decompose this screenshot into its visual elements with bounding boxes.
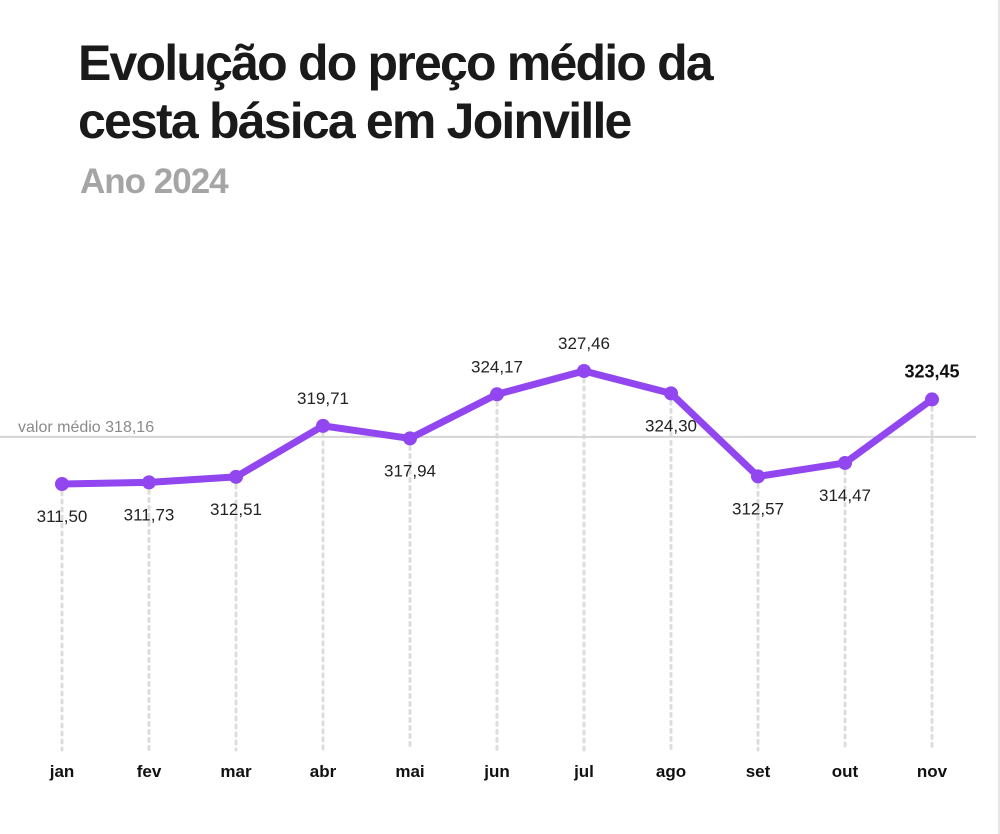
data-label-jan: 311,50 — [37, 507, 88, 526]
reference-label: valor médio 318,16 — [18, 419, 154, 436]
data-point-jul — [577, 364, 591, 378]
data-label-mar: 312,51 — [210, 500, 262, 519]
reference-line-group: valor médio 318,16 — [0, 419, 976, 438]
x-tick-ago: ago — [656, 762, 686, 781]
x-tick-fev: fev — [137, 762, 162, 781]
data-label-abr: 319,71 — [297, 389, 349, 408]
data-label-set: 312,57 — [732, 499, 784, 518]
data-point-abr — [316, 418, 330, 433]
data-point-mar — [229, 469, 243, 484]
right-border — [998, 0, 1000, 834]
x-tick-set: set — [746, 762, 771, 781]
x-tick-nov: nov — [917, 762, 948, 781]
data-point-jun — [490, 387, 504, 402]
x-tick-jan: jan — [49, 762, 75, 781]
data-point-mai — [403, 431, 417, 446]
data-points — [55, 364, 939, 491]
x-tick-jul: jul — [573, 762, 594, 781]
chart-title: Evolução do preço médio da cesta básica … — [78, 35, 714, 149]
grid-lines — [60, 377, 934, 752]
data-label-nov: 323,45 — [904, 361, 959, 381]
data-point-ago — [664, 386, 678, 401]
data-label-jun: 324,17 — [471, 357, 523, 376]
data-point-nov — [925, 392, 939, 407]
data-label-mai: 317,94 — [384, 461, 436, 480]
data-label-jul: 327,46 — [558, 334, 610, 353]
data-point-jan — [55, 477, 69, 491]
data-label-ago: 324,30 — [645, 416, 697, 435]
x-tick-mar: mar — [220, 762, 252, 781]
data-label-out: 314,47 — [819, 486, 871, 505]
data-point-out — [838, 455, 852, 470]
x-axis-ticks: jan fev mar abr mai jun jul ago set out nov — [49, 762, 948, 781]
data-label-fev: 311,73 — [124, 505, 175, 524]
data-labels: 311,50 311,73 312,51 319,71 317,94 324,17 327,… — [37, 334, 960, 526]
data-point-fev — [142, 475, 156, 490]
x-tick-abr: abr — [310, 762, 337, 781]
x-tick-out: out — [832, 762, 859, 781]
data-point-set — [751, 469, 765, 484]
chart-subtitle: Ano 2024 — [80, 162, 229, 201]
x-tick-jun: jun — [483, 762, 510, 781]
x-tick-mai: mai — [395, 762, 424, 781]
